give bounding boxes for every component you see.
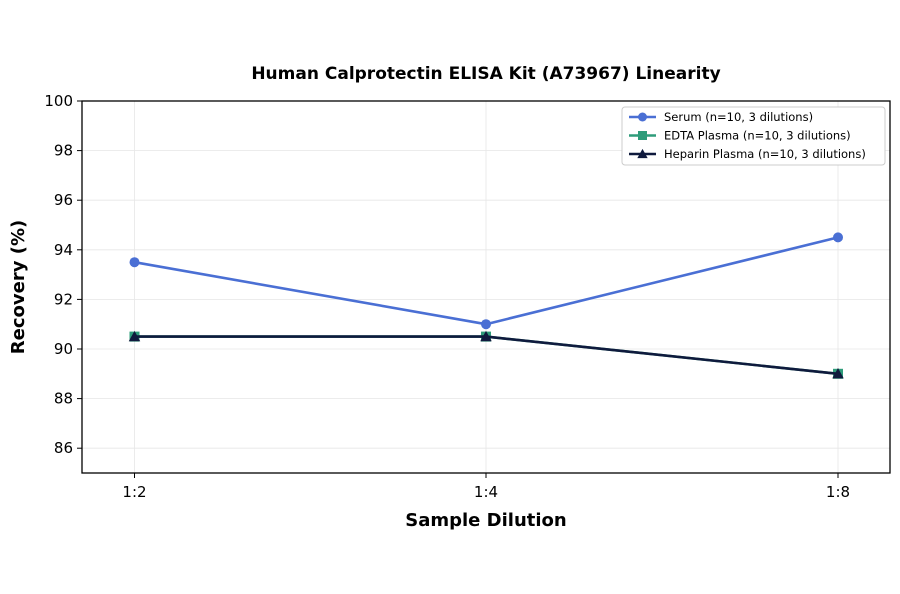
point-marker <box>129 257 140 268</box>
point-marker <box>638 131 647 140</box>
x-axis: 1:2 1:4 1:8 <box>122 473 850 501</box>
point-marker <box>638 112 647 122</box>
y-axis-label: Recovery (%) <box>8 220 29 354</box>
y-tick-label: 92 <box>54 290 73 308</box>
legend-entry: Heparin Plasma (n=10, 3 dilutions) <box>629 147 866 161</box>
x-tick-label: 1:2 <box>122 483 146 501</box>
legend-box <box>621 106 886 166</box>
legend-entry: EDTA Plasma (n=10, 3 dilutions) <box>629 129 851 143</box>
point-marker <box>128 330 141 342</box>
legend: Serum (n=10, 3 dilutions) EDTA Plasma (n=… <box>621 106 886 166</box>
point-marker <box>833 232 843 243</box>
x-tick-label: 1:8 <box>826 483 850 501</box>
x-tick-label: 1:4 <box>474 483 498 501</box>
y-tick-label: 96 <box>54 191 73 209</box>
y-tick-label: 90 <box>54 340 73 358</box>
y-tick-label: 88 <box>54 390 73 408</box>
y-tick-label: 94 <box>54 241 73 259</box>
point-marker <box>481 319 491 330</box>
legend-entry: Serum (n=10, 3 dilutions) <box>629 110 813 124</box>
point-marker <box>480 330 492 342</box>
y-tick-label: 86 <box>54 439 73 457</box>
y-tick-label: 100 <box>44 92 73 110</box>
legend-label: Heparin Plasma (n=10, 3 dilutions) <box>664 147 866 161</box>
y-axis: 86 88 90 92 94 96 98 100 <box>44 92 82 457</box>
series-layer <box>128 232 844 379</box>
series-3 <box>128 330 844 379</box>
series-1 <box>129 232 843 330</box>
point-marker <box>637 148 648 159</box>
point-marker <box>832 368 844 379</box>
y-tick-label: 98 <box>54 142 73 160</box>
chart-title: Human Calprotectin ELISA Kit (A73967) Li… <box>251 64 720 84</box>
legend-label: EDTA Plasma (n=10, 3 dilutions) <box>664 129 851 143</box>
legend-label: Serum (n=10, 3 dilutions) <box>664 110 813 124</box>
x-axis-label: Sample Dilution <box>405 510 566 531</box>
